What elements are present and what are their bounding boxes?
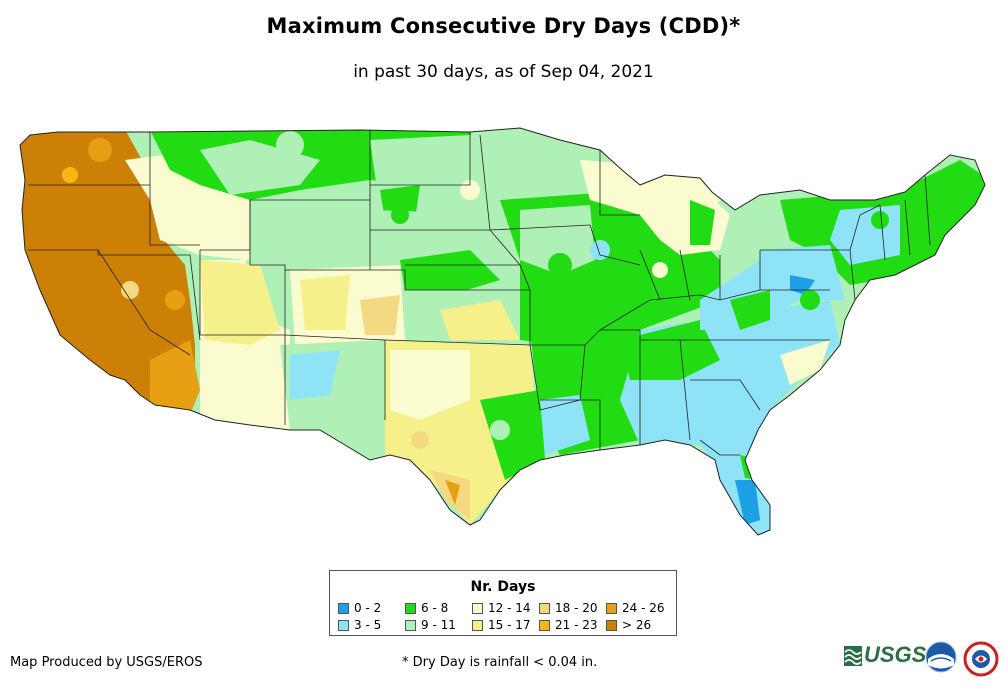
legend-item: 6 - 8 — [405, 601, 448, 615]
legend-label: 6 - 8 — [421, 601, 449, 615]
usgs-wave-icon — [844, 646, 862, 666]
legend-swatch — [405, 620, 416, 631]
usgs-logo: USGS — [844, 642, 927, 672]
legend-label: 15 - 17 — [488, 618, 531, 632]
legend-label: > 26 — [622, 618, 652, 632]
legend-swatch — [606, 603, 617, 614]
legend: Nr. Days 0 - 2 3 - 5 6 - 8 9 - 11 12 - 1… — [329, 570, 677, 636]
legend-title: Nr. Days — [470, 579, 536, 595]
legend-label: 12 - 14 — [488, 601, 531, 615]
legend-item: 3 - 5 — [338, 618, 381, 632]
legend-swatch — [539, 603, 550, 614]
legend-swatch — [338, 620, 349, 631]
legend-item: 15 - 17 — [472, 618, 531, 632]
legend-item: 18 - 20 — [539, 601, 598, 615]
legend-label: 3 - 5 — [354, 618, 382, 632]
legend-swatch — [472, 603, 483, 614]
legend-swatch — [472, 620, 483, 631]
noaa-logo-icon — [925, 641, 957, 673]
legend-label: 0 - 2 — [354, 601, 382, 615]
map-title: Maximum Consecutive Dry Days (CDD)* — [266, 14, 741, 38]
map-subtitle: in past 30 days, as of Sep 04, 2021 — [353, 62, 654, 82]
legend-item: 24 - 26 — [606, 601, 665, 615]
usgs-wordmark: USGS — [864, 642, 927, 667]
legend-swatch — [606, 620, 617, 631]
legend-swatch — [338, 603, 349, 614]
legend-label: 24 - 26 — [622, 601, 665, 615]
legend-item: 12 - 14 — [472, 601, 531, 615]
dry-day-footnote: * Dry Day is rainfall < 0.04 in. — [402, 655, 598, 670]
legend-item: 21 - 23 — [539, 618, 598, 632]
nws-logo-icon — [963, 641, 999, 677]
state-boundaries — [19, 127, 986, 536]
legend-label: 21 - 23 — [555, 618, 598, 632]
legend-label: 9 - 11 — [421, 618, 456, 632]
legend-item: 0 - 2 — [338, 601, 381, 615]
legend-item: > 26 — [606, 618, 651, 632]
legend-swatch — [539, 620, 550, 631]
producer-credit: Map Produced by USGS/EROS — [10, 655, 203, 670]
legend-label: 18 - 20 — [555, 601, 598, 615]
legend-item: 9 - 11 — [405, 618, 456, 632]
legend-swatch — [405, 603, 416, 614]
dry-days-raster — [20, 128, 985, 535]
